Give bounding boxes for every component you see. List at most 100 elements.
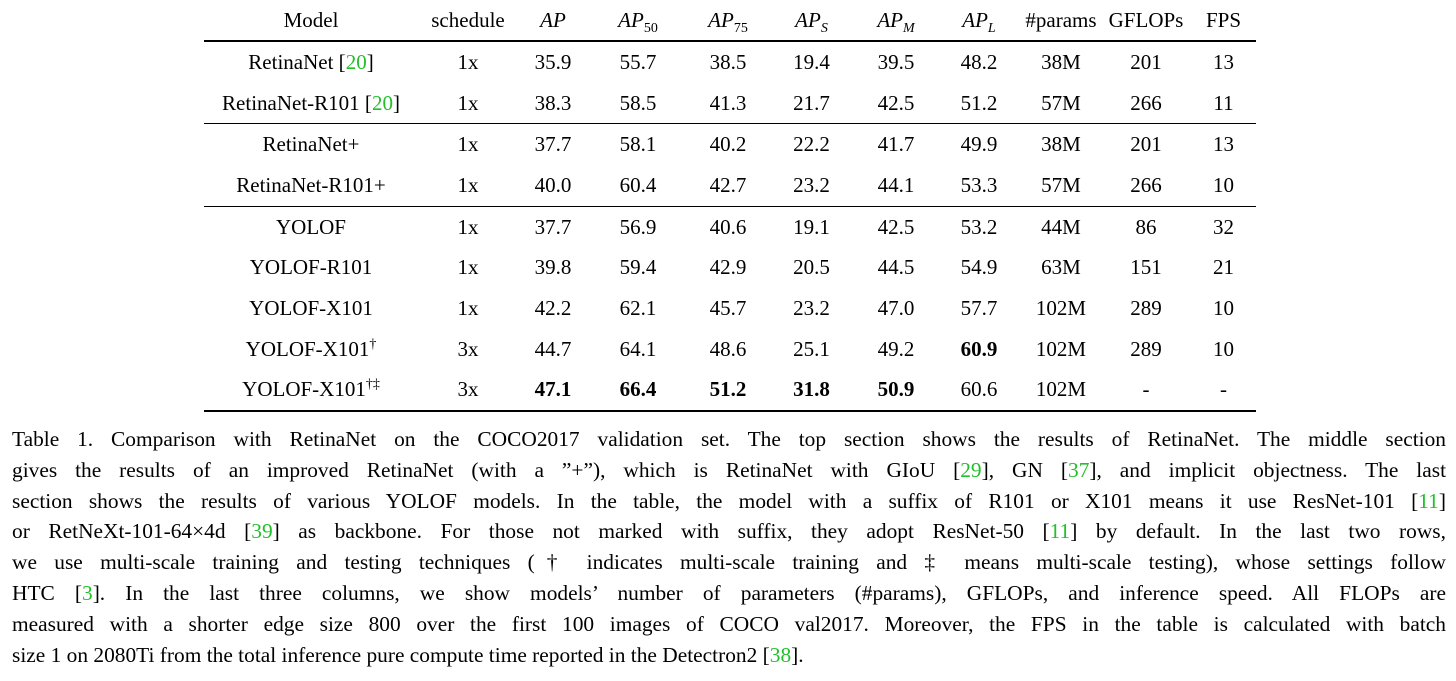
cell-aps: 22.2 bbox=[793, 132, 830, 157]
cell-ap: 42.2 bbox=[534, 295, 572, 320]
table-row: RetinaNet-R101 [20] 1x 38.3 58.5 41.3 21.7 42.… bbox=[204, 82, 1256, 125]
caption-line-5: we use multi-scale training and testing … bbox=[12, 550, 1446, 575]
citation-link[interactable]: 11 bbox=[1418, 488, 1439, 513]
cell-ap50: 59.4 bbox=[619, 255, 657, 280]
footnote-mark: † bbox=[369, 336, 377, 352]
cell-ap: 47.1 bbox=[518, 369, 588, 413]
table-row: RetinaNet [20] 1x 35.9 55.7 38.5 19.4 39.5 48.2… bbox=[204, 41, 1256, 83]
table-row: YOLOF-R101 1x 39.8 59.4 42.9 20.5 44.5 54.9 63M 1… bbox=[204, 247, 1256, 288]
cell-ap75: 42.9 bbox=[709, 255, 747, 280]
cell-aps: 23.2 bbox=[793, 295, 830, 320]
cell-aps: 19.1 bbox=[793, 214, 830, 239]
cell-apl: 51.2 bbox=[937, 82, 1021, 125]
header-apl: APL bbox=[937, 0, 1021, 42]
cell-ap50: 60.4 bbox=[588, 165, 688, 207]
cell-ap: 35.9 bbox=[534, 49, 572, 74]
cell-gflops: 201 bbox=[1130, 49, 1162, 74]
cell-params: 102M bbox=[1035, 295, 1087, 320]
header-ap75: AP75 bbox=[688, 0, 768, 42]
cell-fps: 10 bbox=[1213, 336, 1234, 361]
cell-model: RetinaNet+ bbox=[262, 132, 360, 157]
cell-fps: 11 bbox=[1191, 82, 1256, 125]
cell-schedule: 3x bbox=[418, 369, 518, 413]
cell-ap75: 40.2 bbox=[709, 132, 747, 157]
citation-link[interactable]: 20 bbox=[345, 49, 367, 74]
cell-aps: 31.8 bbox=[768, 369, 855, 413]
cell-params: 102M bbox=[1035, 336, 1087, 361]
cell-apl: 60.6 bbox=[937, 369, 1021, 413]
cell-apm: 44.5 bbox=[877, 255, 915, 280]
cell-gflops: 201 bbox=[1130, 132, 1162, 157]
caption-line-3: section shows the results of various YOL… bbox=[12, 488, 1446, 513]
header-params: #params bbox=[1021, 0, 1101, 42]
table-row: RetinaNet+ 1x 37.7 58.1 40.2 22.2 41.7 49.9 38M 2… bbox=[204, 124, 1256, 165]
cell-apm: 42.5 bbox=[877, 214, 915, 239]
cell-gflops: 289 bbox=[1130, 295, 1162, 320]
header-fps: FPS bbox=[1191, 0, 1256, 42]
cell-schedule: 1x bbox=[418, 165, 518, 207]
table-caption: Table 1. Comparison with RetinaNet on th… bbox=[12, 424, 1446, 670]
cell-schedule: 1x bbox=[457, 214, 479, 239]
header-ap: AP bbox=[518, 0, 588, 42]
citation-link[interactable]: 29 bbox=[960, 457, 982, 482]
cell-aps: 23.2 bbox=[768, 165, 855, 207]
cell-apl: 54.9 bbox=[960, 255, 998, 280]
footnote-mark: †‡ bbox=[365, 377, 380, 393]
cell-ap75: 40.6 bbox=[709, 214, 747, 239]
header-apm: APM bbox=[855, 0, 937, 42]
cell-apm: 50.9 bbox=[855, 369, 937, 413]
cell-fps: - bbox=[1191, 369, 1256, 413]
cell-params: 57M bbox=[1021, 165, 1101, 207]
table-row: YOLOF-X101† 3x 44.7 64.1 48.6 25.1 49.2 60.9 102… bbox=[204, 329, 1256, 370]
citation-link[interactable]: 20 bbox=[371, 90, 393, 115]
table-header-row: Model schedule AP AP50 AP75 APS APM APL … bbox=[204, 0, 1256, 42]
cell-schedule: 3x bbox=[457, 336, 479, 361]
citation-link[interactable]: 11 bbox=[1049, 519, 1071, 544]
cell-params: 102M bbox=[1021, 369, 1101, 413]
table-row: RetinaNet-R101+ 1x 40.0 60.4 42.7 23.2 44.1 53.… bbox=[204, 165, 1256, 207]
cell-ap: 37.7 bbox=[534, 214, 572, 239]
citation-link[interactable]: 3 bbox=[81, 580, 93, 605]
cell-gflops: 151 bbox=[1130, 255, 1162, 280]
cell-apl: 53.3 bbox=[937, 165, 1021, 207]
cell-gflops: 266 bbox=[1101, 82, 1191, 125]
citation-link[interactable]: 38 bbox=[769, 642, 792, 667]
table-row: YOLOF 1x 37.7 56.9 40.6 19.1 42.5 53.2 44M 86 32 bbox=[204, 206, 1256, 247]
cell-params: 57M bbox=[1021, 82, 1101, 125]
cell-ap50: 64.1 bbox=[619, 336, 657, 361]
cell-fps: 13 bbox=[1213, 49, 1234, 74]
header-gflops: GFLOPs bbox=[1101, 0, 1191, 42]
cell-fps: 21 bbox=[1213, 255, 1234, 280]
cell-ap75: 42.7 bbox=[688, 165, 768, 207]
cell-ap50: 58.5 bbox=[588, 82, 688, 125]
cell-gflops: 86 bbox=[1135, 214, 1157, 239]
cell-schedule: 1x bbox=[457, 49, 479, 74]
header-schedule: schedule bbox=[418, 0, 518, 42]
cell-fps: 13 bbox=[1213, 132, 1234, 157]
cell-ap50: 58.1 bbox=[619, 132, 657, 157]
citation-link[interactable]: 37 bbox=[1068, 457, 1090, 482]
cell-ap75: 45.7 bbox=[709, 295, 747, 320]
cell-apm: 44.1 bbox=[855, 165, 937, 207]
cell-ap: 39.8 bbox=[534, 255, 572, 280]
cell-aps: 20.5 bbox=[793, 255, 830, 280]
cell-aps: 19.4 bbox=[793, 49, 830, 74]
header-aps: APS bbox=[768, 0, 855, 42]
caption-line-6: HTC [3]. In the last three columns, we s… bbox=[12, 580, 1446, 605]
cell-ap75: 41.3 bbox=[688, 82, 768, 125]
header-model: Model bbox=[204, 0, 418, 42]
citation-link[interactable]: 39 bbox=[251, 519, 273, 544]
results-table-container: Model schedule AP AP50 AP75 APS APM APL … bbox=[204, 0, 1256, 413]
table-row: YOLOF-X101 1x 42.2 62.1 45.7 23.2 47.0 57.7 102M… bbox=[204, 288, 1256, 329]
caption-line-4: or RetNeXt-101-64×4d [39] as backbone. F… bbox=[12, 519, 1446, 544]
cell-params: 63M bbox=[1041, 255, 1081, 280]
cell-apm: 49.2 bbox=[877, 336, 915, 361]
results-table: Model schedule AP AP50 AP75 APS APM APL … bbox=[204, 0, 1256, 413]
cell-params: 44M bbox=[1041, 214, 1081, 239]
cell-ap50: 66.4 bbox=[588, 369, 688, 413]
cell-schedule: 1x bbox=[457, 295, 479, 320]
cell-schedule: 1x bbox=[457, 132, 479, 157]
caption-line-2: gives the results of an improved RetinaN… bbox=[12, 457, 1447, 482]
cell-apm: 42.5 bbox=[855, 82, 937, 125]
cell-apl: 53.2 bbox=[960, 214, 998, 239]
